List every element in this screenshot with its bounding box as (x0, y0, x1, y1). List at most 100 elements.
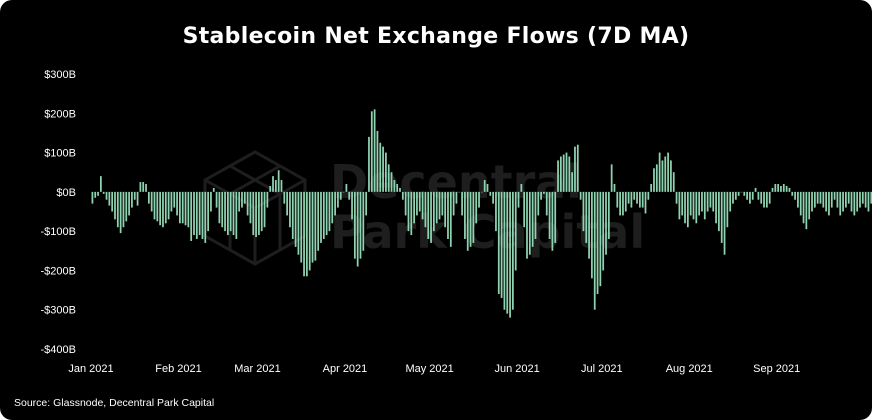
flow-bar (444, 191, 447, 228)
flow-bar (116, 191, 119, 228)
flow-bar (317, 191, 320, 251)
flow-bar (325, 191, 328, 236)
flow-bar (847, 191, 850, 204)
flow-bar (283, 191, 286, 204)
flow-bar (870, 191, 872, 204)
flow-bar (167, 191, 170, 220)
flow-bar (512, 191, 514, 310)
flow-bar (243, 191, 246, 204)
flow-bar (328, 191, 331, 232)
flow-bar (249, 191, 252, 224)
flow-bar (630, 191, 633, 208)
flow-bar (799, 191, 802, 216)
flow-bar (537, 191, 540, 216)
flow-bar (260, 191, 263, 232)
flow-bar (269, 185, 272, 192)
flow-bar (850, 191, 853, 212)
chart-title: Stablecoin Net Exchange Flows (7D MA) (182, 24, 690, 49)
flow-bar (396, 184, 399, 192)
x-tick-label: May 2021 (405, 363, 453, 375)
x-tick-label: Sep 2021 (753, 363, 800, 375)
flow-bar (749, 191, 751, 204)
flow-bar (147, 191, 150, 204)
flow-bar (689, 191, 692, 216)
flow-bar (111, 191, 114, 212)
flow-bar (464, 191, 466, 239)
flow-bar (559, 156, 562, 192)
flow-bar (777, 184, 780, 192)
flow-bar (492, 191, 495, 204)
flow-bar (390, 172, 393, 192)
flow-bar (131, 191, 133, 208)
flow-bar (150, 191, 153, 212)
flow-bar (339, 191, 342, 200)
flow-bar (164, 191, 167, 224)
flow-bar (179, 191, 181, 224)
flow-bar (655, 164, 658, 192)
flow-bar (811, 191, 813, 212)
flow-bar (557, 160, 559, 192)
flow-bar (114, 191, 116, 220)
flow-bar (571, 172, 574, 192)
flow-bar (740, 191, 743, 193)
flow-bar (639, 191, 641, 208)
flow-bar (686, 191, 689, 228)
flow-bar (153, 191, 156, 220)
y-tick-label: $300B (44, 69, 76, 81)
flow-bar (765, 191, 768, 208)
flow-bar (486, 184, 489, 192)
flow-bar (289, 191, 291, 228)
flow-bar (743, 191, 746, 196)
flow-bar (452, 191, 455, 216)
flow-bar (701, 191, 703, 212)
flow-bar (176, 191, 178, 216)
flow-bar (864, 191, 867, 208)
flow-bar (813, 191, 816, 208)
flow-bar (825, 191, 827, 212)
flow-bar (768, 191, 771, 204)
flow-bar (746, 191, 748, 200)
flow-bar (650, 184, 653, 192)
flow-bar (797, 191, 799, 208)
flow-bar (647, 191, 650, 200)
flow-bar (574, 146, 576, 192)
flow-bar (517, 191, 520, 208)
flow-bar (263, 191, 266, 228)
flow-bar (122, 191, 125, 228)
flow-bar (170, 191, 173, 212)
flow-bar (859, 191, 861, 208)
flow-bar (627, 191, 630, 204)
x-tick-label: Mar 2021 (234, 363, 280, 375)
flow-bar (500, 191, 503, 298)
flow-bar (845, 191, 847, 208)
flow-bar (128, 191, 130, 216)
y-tick-label: $0B (56, 187, 76, 199)
flow-bar (252, 191, 255, 236)
flow-bar (353, 191, 356, 259)
flow-bar (543, 191, 545, 194)
flow-bar (523, 191, 526, 228)
flow-bar (839, 191, 842, 216)
flow-bar (830, 191, 833, 208)
flow-bar (286, 191, 288, 216)
flow-bar (184, 191, 187, 226)
flow-bar (407, 191, 410, 232)
flow-bar (238, 191, 241, 212)
flow-bar (119, 191, 122, 234)
flow-bar (526, 191, 528, 259)
flow-bar (297, 191, 300, 255)
flow-bar (368, 136, 370, 192)
flow-bar (489, 191, 492, 196)
flow-bar (472, 191, 475, 243)
flow-bar (599, 191, 602, 287)
flow-bar (734, 191, 737, 200)
flow-bar (514, 191, 517, 271)
flow-bar (805, 191, 808, 230)
flow-bar (421, 191, 424, 220)
flow-bar (681, 191, 684, 216)
flow-bar (362, 191, 365, 251)
flow-bar (636, 191, 638, 204)
flow-bar (794, 191, 796, 200)
flow-bar (495, 191, 497, 232)
flow-bar (469, 191, 472, 247)
